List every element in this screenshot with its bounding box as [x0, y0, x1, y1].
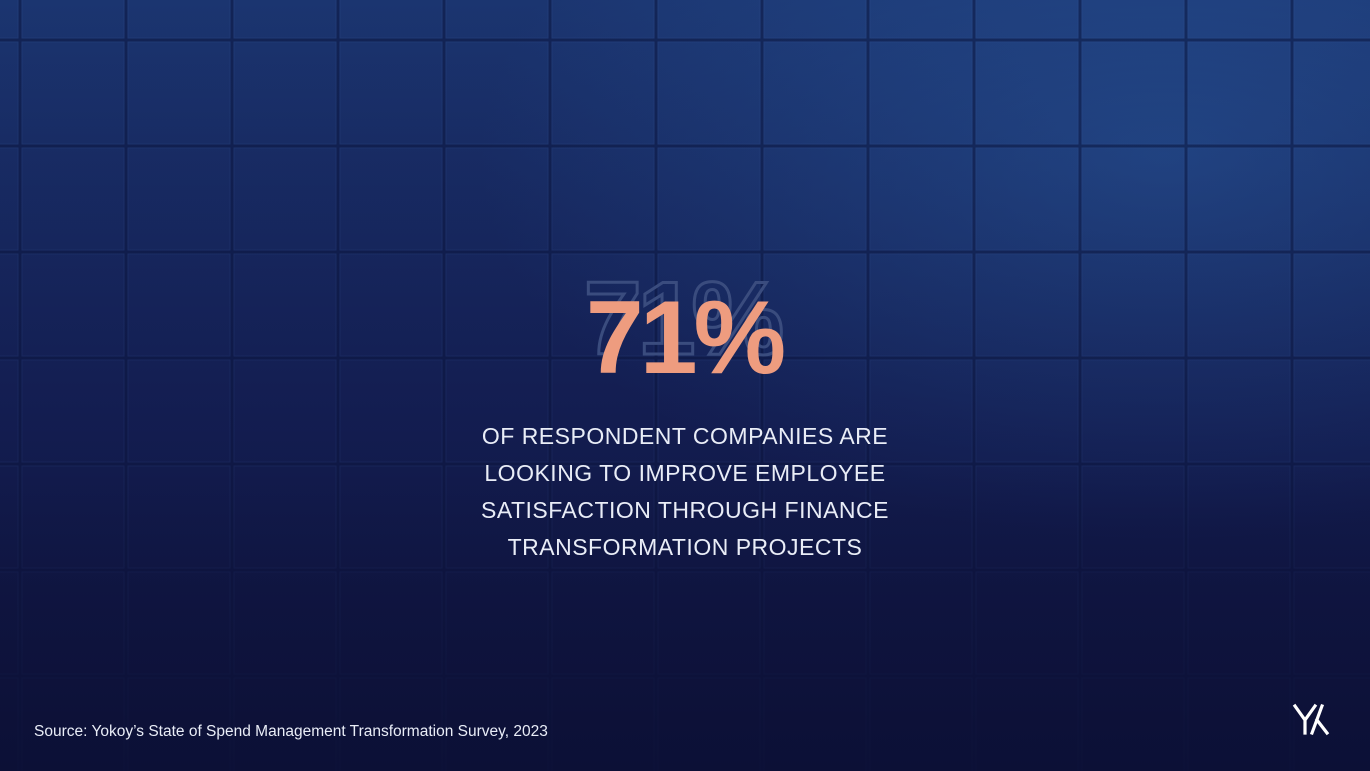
stat-outline: 71% [584, 261, 782, 377]
description-line: TRANSFORMATION PROJECTS [508, 534, 863, 560]
source-note: Source: Yokoy’s State of Spend Managemen… [34, 723, 548, 740]
stat-value: 71% [586, 280, 784, 396]
description-line: OF RESPONDENT COMPANIES ARE [482, 423, 888, 449]
logo [1292, 703, 1330, 736]
description-line: SATISFACTION THROUGH FINANCE [481, 497, 889, 523]
description-line: LOOKING TO IMPROVE EMPLOYEE [484, 460, 885, 486]
